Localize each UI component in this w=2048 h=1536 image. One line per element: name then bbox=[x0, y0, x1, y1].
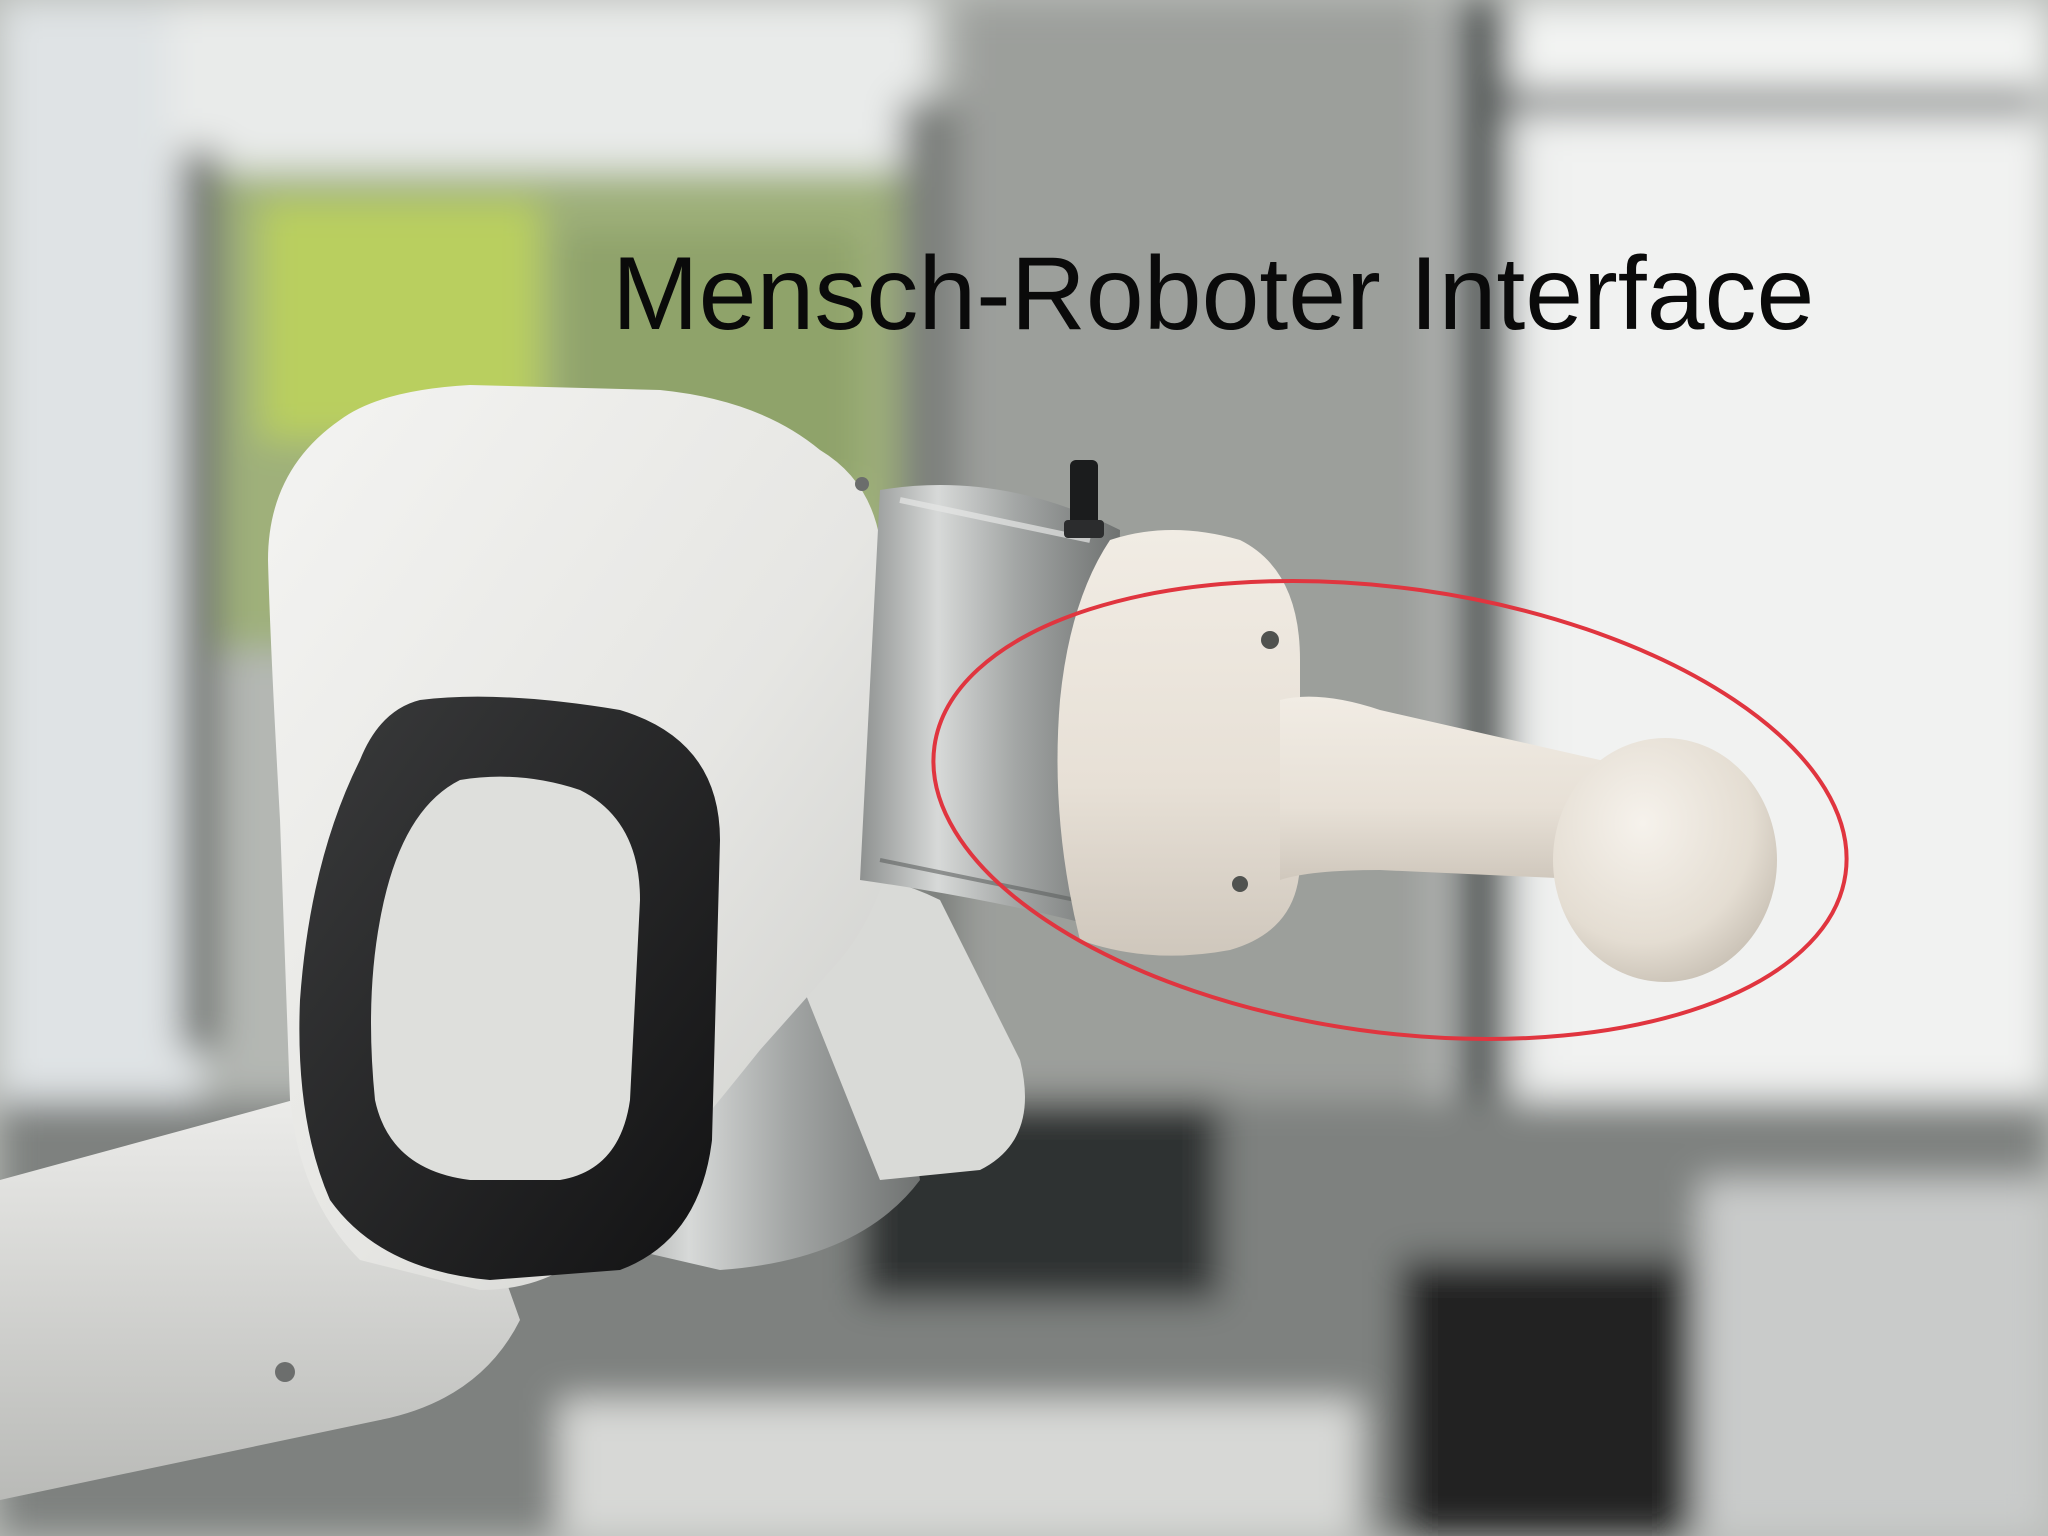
robot-dark-pad bbox=[299, 696, 720, 1280]
caption-text: Mensch-Roboter Interface bbox=[612, 236, 1815, 352]
handle-mount bbox=[1057, 530, 1300, 956]
robot-flange-ring bbox=[860, 460, 1120, 930]
highlight-ellipse bbox=[931, 579, 1849, 1041]
handle-knob bbox=[1280, 696, 1777, 982]
